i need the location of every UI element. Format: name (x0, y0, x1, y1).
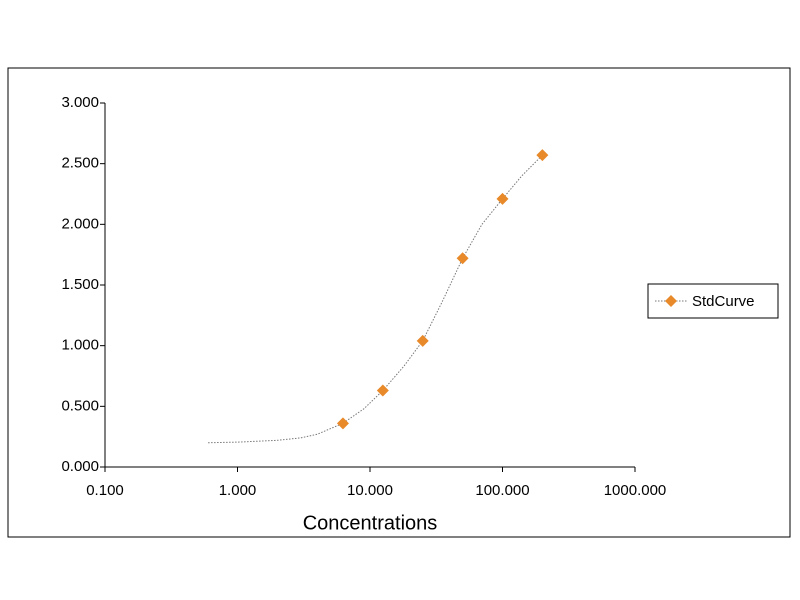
data-point (456, 252, 469, 265)
x-axis-title: Concentrations (303, 512, 438, 534)
y-tick-label: 0.500 (61, 397, 99, 414)
x-tick-label: 1.000 (219, 482, 257, 499)
x-tick-label: 0.100 (86, 482, 124, 499)
x-tick-label: 10.000 (347, 482, 393, 499)
chart-frame (7, 67, 791, 538)
legend-marker (665, 295, 677, 307)
data-point (416, 334, 429, 347)
data-point (336, 417, 349, 430)
data-point (536, 149, 549, 162)
data-point (376, 384, 389, 397)
legend-label: StdCurve (692, 293, 755, 310)
y-tick-label: 0.000 (61, 458, 99, 475)
y-tick-label: 1.500 (61, 276, 99, 293)
x-tick-label: 100.000 (475, 482, 529, 499)
y-tick-label: 2.500 (61, 155, 99, 172)
y-tick-label: 1.000 (61, 337, 99, 354)
data-point (496, 192, 509, 205)
y-tick-label: 3.000 (61, 94, 99, 111)
fit-curve (208, 154, 543, 444)
y-tick-label: 2.000 (61, 215, 99, 232)
x-tick-label: 1000.000 (604, 482, 667, 499)
